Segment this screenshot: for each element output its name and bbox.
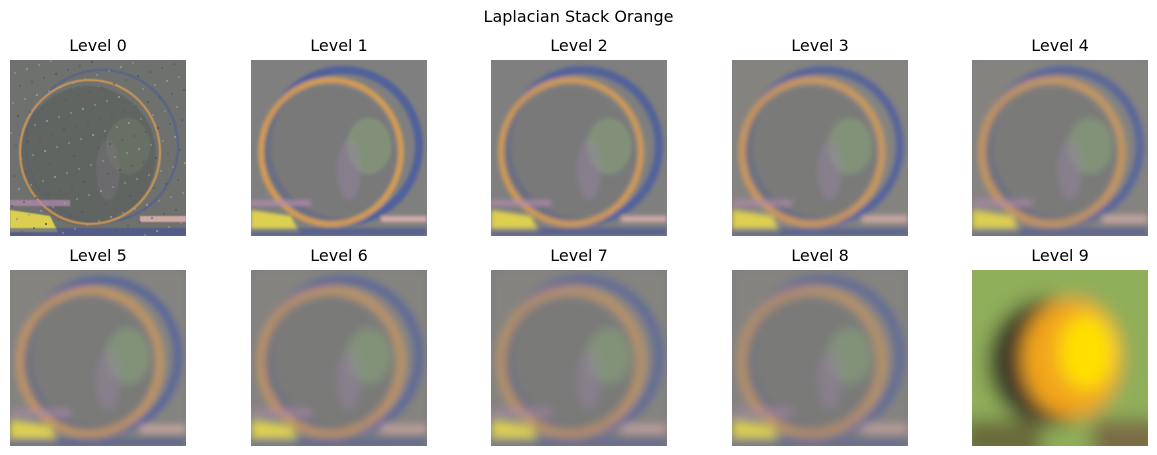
orange-edge-pattern <box>491 270 667 446</box>
laplacian-image <box>10 60 186 236</box>
orange-edge-pattern <box>732 270 908 446</box>
panel-title: Level 6 <box>310 246 368 265</box>
panel-title: Level 4 <box>1031 36 1089 55</box>
panel-title: Level 8 <box>791 246 849 265</box>
residual-blob <box>972 270 1148 446</box>
laplacian-image <box>491 60 667 236</box>
laplacian-image <box>251 270 427 446</box>
laplacian-image <box>491 270 667 446</box>
panel-title: Level 3 <box>791 36 849 55</box>
residual-image <box>972 270 1148 446</box>
orange-edge-pattern <box>732 60 908 236</box>
panel-title: Level 5 <box>69 246 127 265</box>
orange-edge-pattern <box>251 66 427 236</box>
panel-title: Level 2 <box>550 36 608 55</box>
laplacian-image <box>732 60 908 236</box>
orange-edge-pattern <box>10 69 186 236</box>
panel-title: Level 0 <box>69 36 127 55</box>
laplacian-image <box>251 60 427 236</box>
laplacian-image <box>732 270 908 446</box>
orange-edge-pattern <box>10 270 186 446</box>
laplacian-image <box>10 270 186 446</box>
laplacian-image <box>972 60 1148 236</box>
orange-edge-pattern <box>972 60 1148 236</box>
figure-title: Laplacian Stack Orange <box>483 7 674 26</box>
orange-edge-pattern <box>491 66 667 236</box>
panel-title: Level 7 <box>550 246 608 265</box>
panel-title: Level 1 <box>310 36 368 55</box>
panel-title: Level 9 <box>1031 246 1089 265</box>
orange-edge-pattern <box>251 270 427 446</box>
